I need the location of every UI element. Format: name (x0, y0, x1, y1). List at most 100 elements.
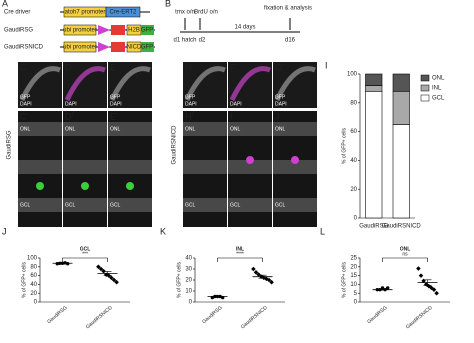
y-tick-label: 0 (34, 300, 38, 306)
y-tick-label: 60 (350, 129, 357, 135)
duration: 14 days (234, 25, 255, 31)
y-axis-label: % of GFP+ cells (176, 262, 182, 298)
y-tick-label: 20 (30, 291, 37, 297)
layer-label: GCL (185, 202, 196, 208)
data-point (380, 286, 385, 290)
layer (63, 198, 107, 212)
data-point (386, 286, 390, 290)
y-tick-label: 0 (354, 216, 358, 222)
y-tick-label: 80 (30, 264, 37, 270)
layer-label: ONL (65, 126, 76, 132)
part-label: H2B (128, 28, 140, 34)
y-tick-label: 40 (350, 158, 357, 164)
significance: **** (236, 251, 244, 257)
legend-swatch (420, 94, 430, 102)
bar-segment (365, 73, 383, 86)
significance: *** (82, 251, 88, 257)
layer-label: ONL (110, 126, 121, 132)
significance-bracket (62, 257, 108, 262)
stain-label: DAPI (110, 101, 122, 107)
group-label: GaudiRSNICD (172, 125, 178, 165)
data-point (96, 264, 101, 270)
layer (18, 122, 62, 136)
panel-label: J (275, 111, 280, 121)
data-point (55, 262, 59, 266)
group-label: GaudiRSG (7, 130, 13, 159)
bar-segment (365, 85, 383, 92)
stain-label: GFP (185, 94, 196, 100)
data-point (269, 279, 274, 285)
part-label: GFP (141, 45, 153, 51)
panel-label: I (230, 111, 233, 121)
tissue (184, 66, 226, 102)
annotation: GCL (80, 246, 91, 252)
y-tick-label: 100 (347, 72, 358, 78)
error-bar (103, 271, 112, 276)
data-point (266, 277, 272, 283)
micrographs: DAPIGFPONLGCLDAPIONLGCLDAPIGFPONLGCLDAPI… (18, 62, 317, 227)
panel-label: J (2, 226, 7, 236)
step: tmx o/n (175, 10, 195, 16)
row-label: GaudiRSNICD (4, 45, 44, 51)
tissue (64, 66, 106, 102)
y-tick-label: 5 (354, 291, 358, 297)
day: d1 hatch (173, 38, 196, 44)
cell (291, 156, 299, 164)
data-point (66, 262, 70, 266)
y-axis-label: % of GFP+ cells (21, 262, 27, 298)
cell (36, 182, 44, 190)
y-tick-label: 10 (185, 289, 192, 295)
layer (108, 122, 152, 136)
panel-label: E (110, 62, 116, 72)
layer-label: ONL (230, 126, 241, 132)
y-tick-label: 20 (350, 264, 357, 270)
y-axis-label: % of GFP+ cells (341, 128, 347, 164)
day: d2 (199, 38, 206, 44)
part-label: ubi promoter (63, 28, 97, 34)
stain-label: DAPI (185, 101, 197, 107)
cell (126, 182, 134, 190)
legend-swatch (420, 84, 430, 92)
stop (111, 42, 125, 52)
panel-label: D (65, 62, 72, 72)
y-tick-label: 15 (350, 273, 357, 279)
promoter (63, 41, 97, 53)
panel-label: B (165, 0, 171, 8)
layer-label: GCL (230, 202, 241, 208)
layer-label: GCL (110, 202, 121, 208)
y-tick-label: 100 (27, 256, 38, 262)
error-bar (423, 279, 432, 286)
panel-label: E' (110, 111, 118, 121)
step: BrdU o/n (194, 10, 218, 16)
layer (18, 198, 62, 212)
x-tick-label: GaudiRSG (366, 305, 388, 325)
cell (246, 156, 254, 164)
y-tick-label: 0 (189, 300, 193, 306)
tissue (274, 66, 316, 102)
layer (108, 198, 152, 212)
layer (63, 160, 107, 174)
panel-label: K (160, 226, 166, 236)
data-point (434, 290, 439, 296)
panel-label: C (20, 62, 27, 72)
layer-label: ONL (185, 126, 196, 132)
layer-label: ONL (20, 126, 31, 132)
annotation: INL (236, 246, 244, 252)
stain-label: GFP (110, 94, 121, 100)
row-label: GaudiRSG (4, 28, 33, 34)
panel-label: D' (65, 111, 73, 121)
panel-label: L (320, 226, 325, 236)
x-tick-label: GaudiRSNICD (405, 305, 434, 331)
significance-bracket (217, 257, 263, 262)
day: d16 (285, 38, 296, 44)
promoter (63, 24, 97, 36)
layer (228, 122, 272, 136)
data-point (431, 287, 437, 292)
panel-label: H' (185, 111, 193, 121)
layer (273, 160, 317, 174)
y-tick-label: 30 (185, 267, 192, 273)
legend-label: ONL (432, 76, 445, 82)
y-tick-label: 20 (185, 278, 192, 284)
panel-labels: C C' D D' E E' H H' F' I G' J A B I J K L (2, 0, 328, 236)
layer-label: GCL (20, 202, 31, 208)
